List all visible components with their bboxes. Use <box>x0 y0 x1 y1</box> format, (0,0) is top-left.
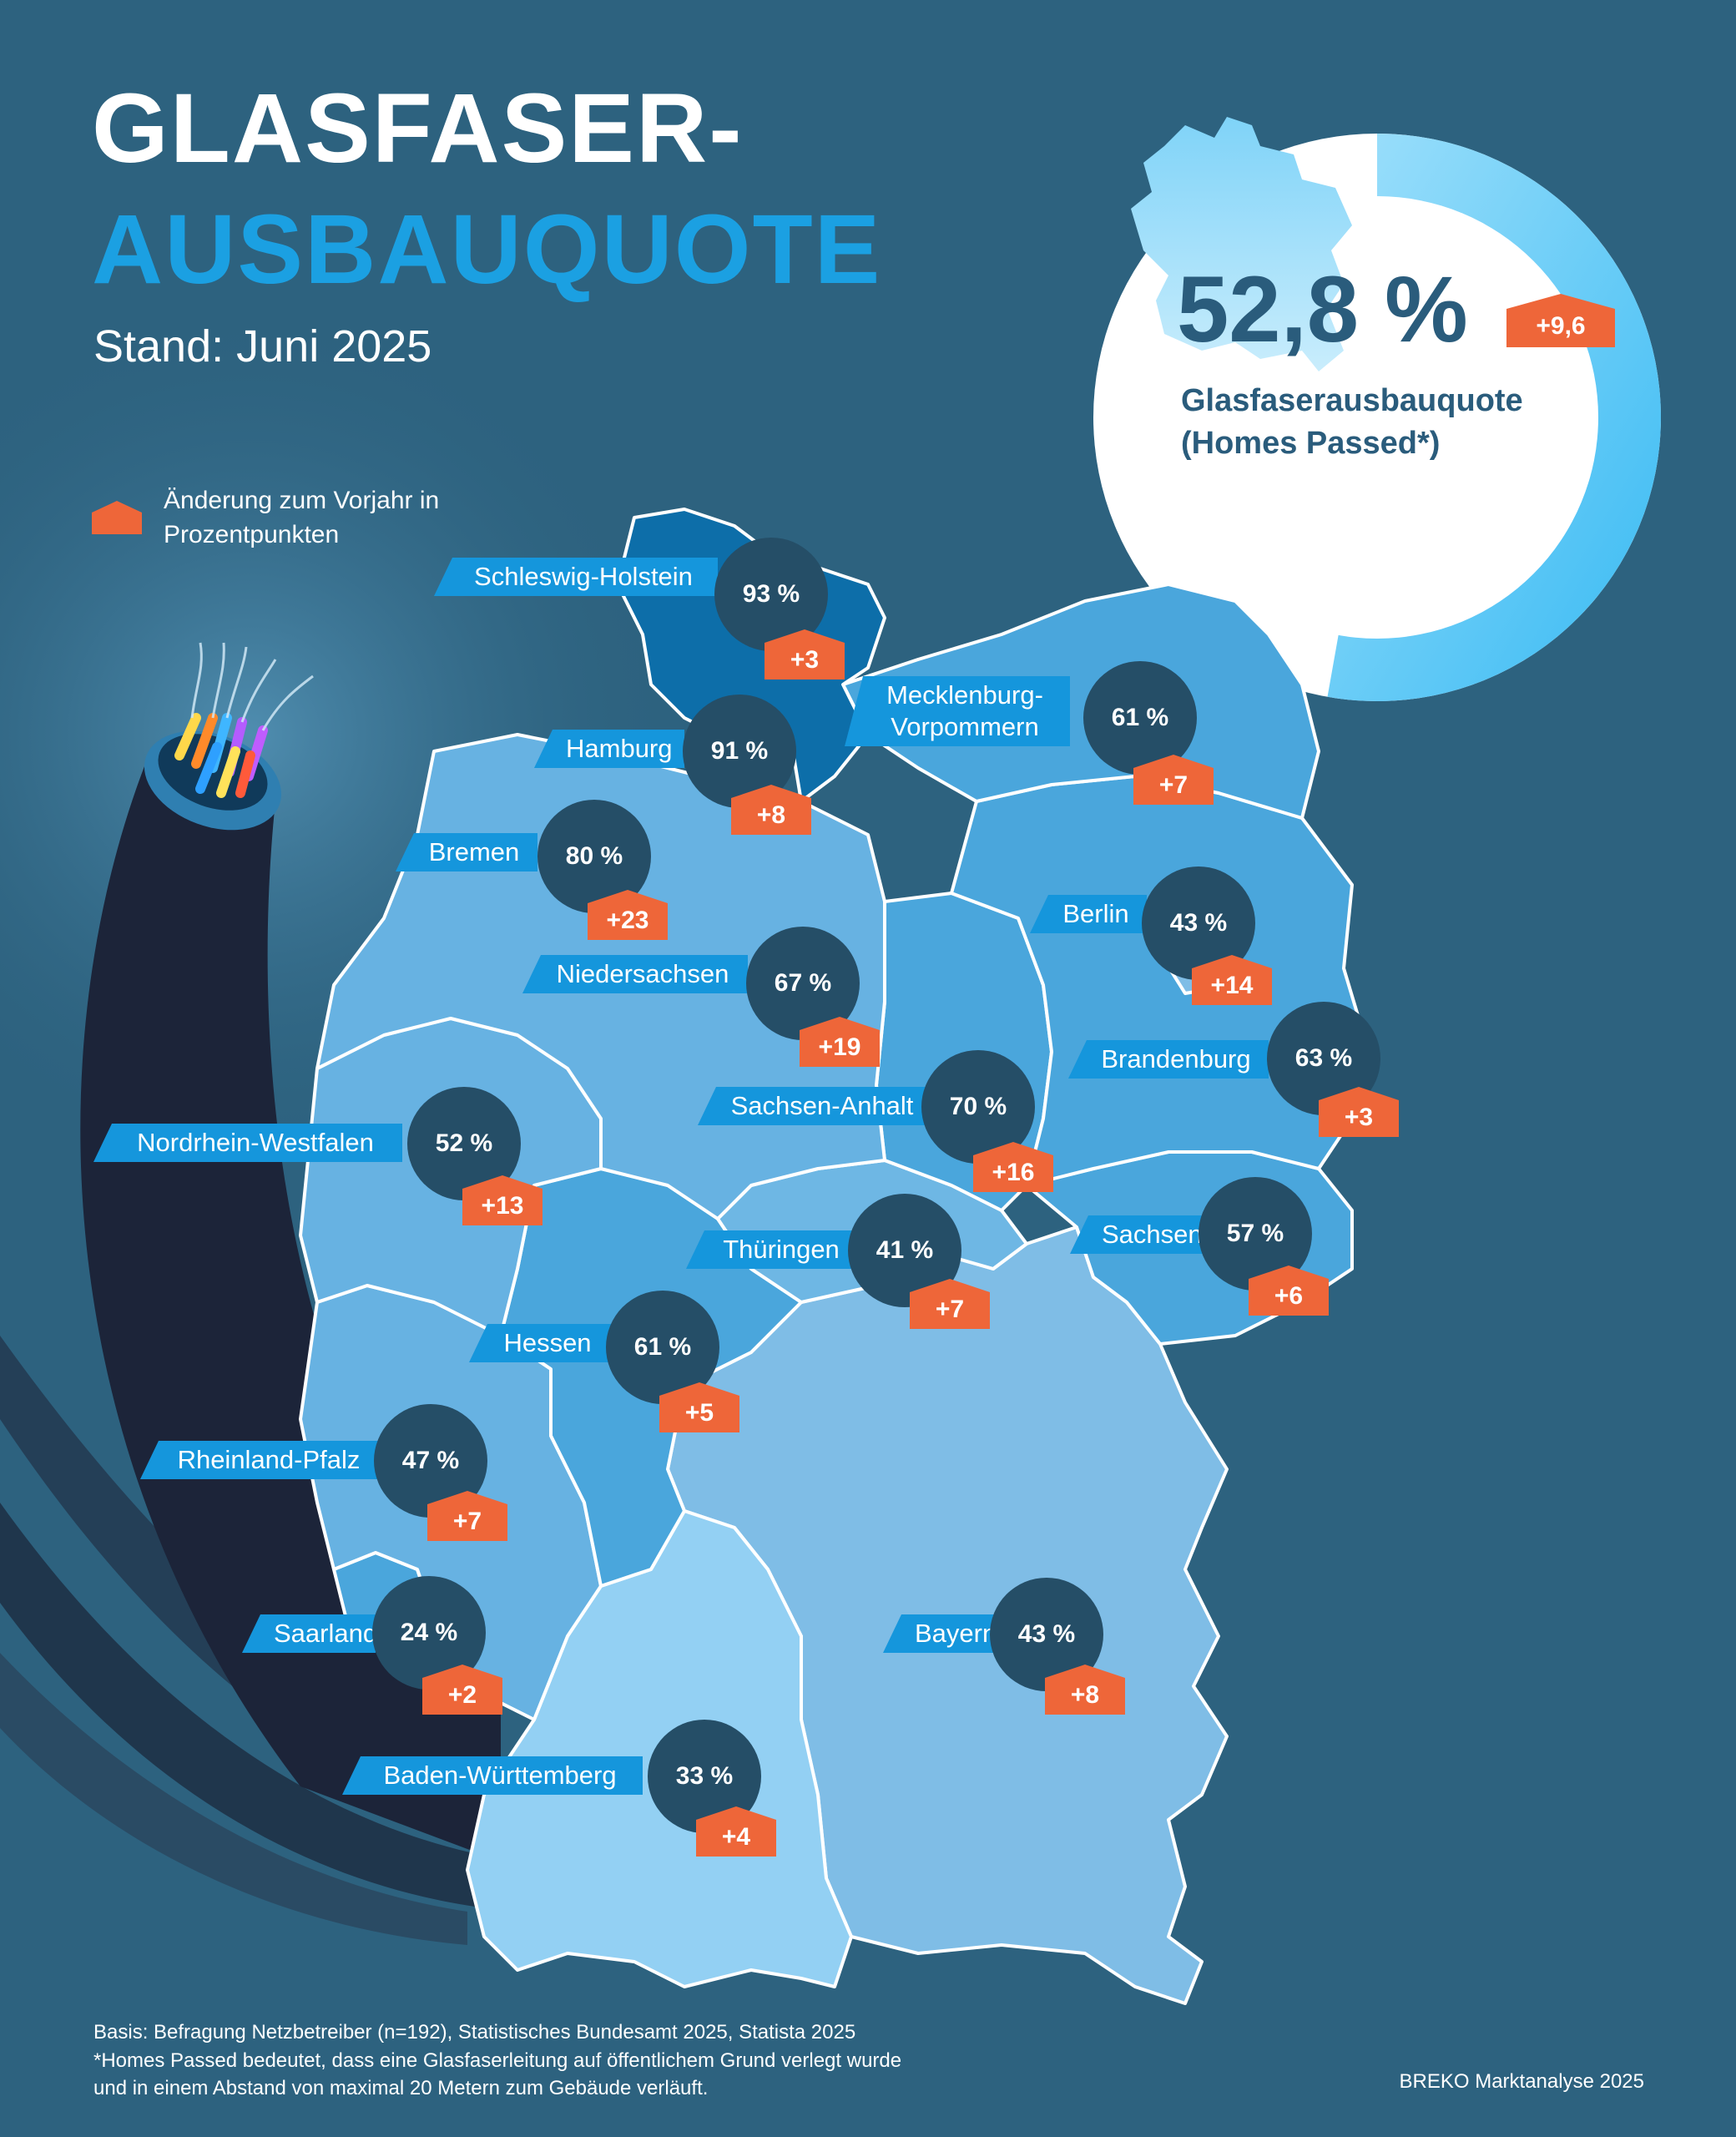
state-label: Schleswig-Holstein <box>434 558 718 596</box>
state-label: Hessen <box>469 1324 611 1362</box>
state-value-circle: 43 % <box>990 1578 1103 1691</box>
state-label: Nordrhein-Westfalen <box>93 1124 402 1162</box>
state-label: Saarland <box>242 1614 376 1653</box>
state-change-badge: +23 <box>588 890 668 940</box>
state-label: Sachsen-Anhalt <box>698 1087 931 1125</box>
state-value-circle: 61 % <box>1083 661 1197 775</box>
legend-text: Änderung zum Vorjahr in Prozentpunkten <box>164 487 440 548</box>
footnote-line1: Basis: Befragung Netzbetreiber (n=192), … <box>93 2021 856 2044</box>
legend-badge-icon <box>92 501 142 534</box>
state-change-badge: +7 <box>427 1491 507 1541</box>
state-label: Berlin <box>1030 895 1147 933</box>
title-line1: GLASFASER- <box>92 73 744 184</box>
national-donut <box>1093 117 1661 701</box>
title-line2: AUSBAUQUOTE <box>92 195 882 305</box>
state-label: Baden-Württemberg <box>342 1756 643 1795</box>
state-label: Thüringen <box>686 1230 861 1269</box>
state-value-circle: 24 % <box>372 1576 486 1690</box>
state-label: Hamburg <box>534 730 684 768</box>
national-value: 52,8 % <box>1177 257 1468 361</box>
source-label: BREKO Marktanalyse 2025 <box>1399 2070 1644 2093</box>
germany-silhouette <box>1131 117 1352 371</box>
state-label: Mecklenburg-Vorpommern <box>845 676 1070 746</box>
state-label: Sachsen <box>1070 1215 1204 1254</box>
state-label: Niedersachsen <box>522 955 748 993</box>
date-label: Stand: Juni 2025 <box>93 321 432 371</box>
footnote: Basis: Befragung Netzbetreiber (n=192), … <box>93 2018 1012 2103</box>
state-label: Bremen <box>396 833 537 871</box>
state-label: Brandenburg <box>1068 1040 1269 1079</box>
state-label: Bayern <box>883 1614 1000 1653</box>
footnote-line2: *Homes Passed bedeutet, dass eine Glasfa… <box>93 2049 902 2072</box>
footnote-line3: und in einem Abstand von maximal 20 Mete… <box>93 2077 709 2100</box>
state-label: Rheinland-Pfalz <box>140 1441 382 1479</box>
national-label: Glasfaserausbauquote (Homes Passed*) <box>1181 383 1523 462</box>
